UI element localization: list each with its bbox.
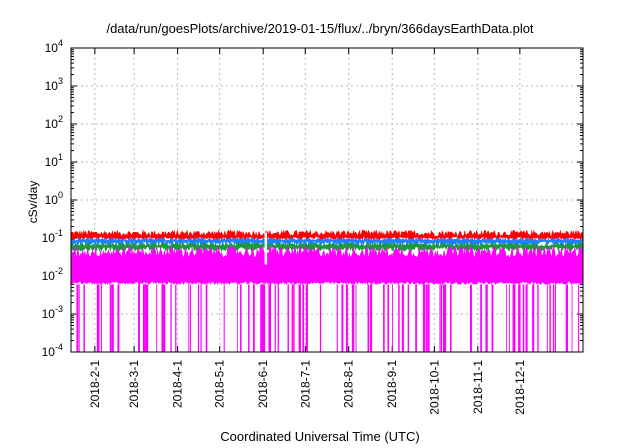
x-tick-label: 2018-9-1: [385, 360, 399, 408]
y-tick-label: 10-4: [42, 342, 63, 359]
y-axis-label: cSv/day: [26, 180, 40, 224]
y-tick-label: 103: [45, 76, 63, 93]
x-tick-label: 2018-6-1: [256, 360, 270, 408]
plot-frame: [70, 47, 584, 353]
x-axis-label: Coordinated Universal Time (UTC): [220, 429, 420, 444]
x-tick-label: 2018-11-1: [471, 360, 485, 414]
x-tick-label: 2018-2-1: [88, 360, 102, 408]
x-tick-label: 2018-10-1: [427, 360, 441, 415]
chart-title: /data/run/goesPlots/archive/2019-01-15/f…: [106, 21, 534, 36]
y-tick-label: 10-1: [42, 228, 63, 245]
y-tick-label: 104: [45, 38, 63, 55]
x-tick-label: 2018-5-1: [213, 360, 227, 408]
y-tick-label: 10-3: [42, 304, 63, 321]
data-gap: [264, 232, 268, 265]
x-tick-label: 2018-7-1: [298, 360, 312, 408]
plot-area: [71, 229, 583, 352]
x-tick-label: 2018-12-1: [513, 360, 527, 415]
y-tick-label: 10-2: [42, 266, 63, 283]
x-tick-label: 2018-3-1: [127, 360, 141, 408]
series-band-3: [71, 245, 583, 286]
x-tick-label: 2018-8-1: [342, 360, 356, 408]
y-tick-label: 102: [45, 114, 63, 131]
y-tick-label: 100: [45, 190, 63, 207]
y-tick-label: 101: [45, 152, 63, 169]
series-band-2: [71, 241, 583, 253]
x-tick-label: 2018-4-1: [171, 360, 185, 408]
